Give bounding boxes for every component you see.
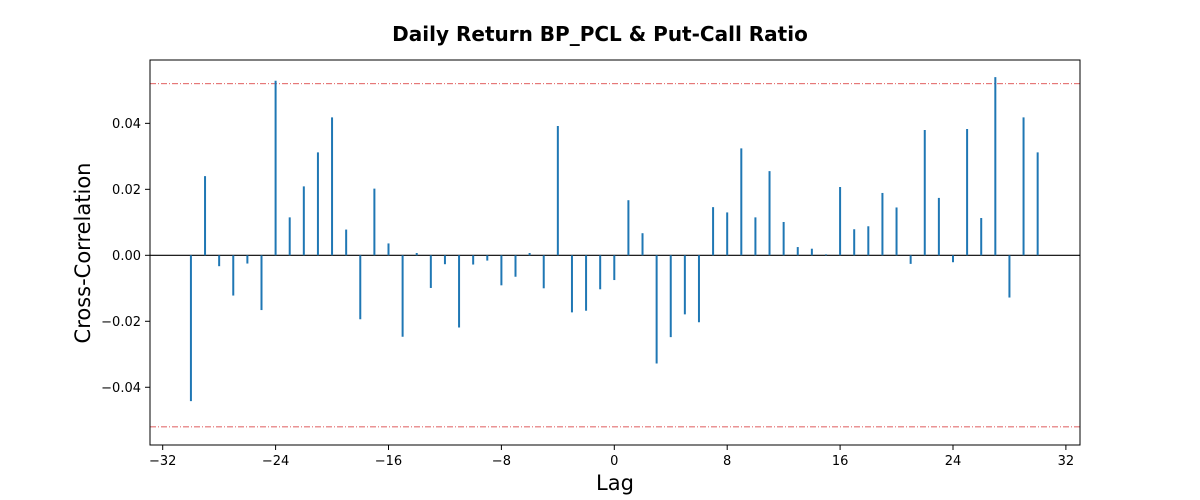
plot-frame	[149, 59, 1081, 446]
x-tick-label: 8	[723, 454, 731, 469]
y-tick-label: −0.04	[101, 381, 141, 396]
x-axis-label: Lag	[596, 471, 634, 495]
x-tick-label: −8	[492, 454, 511, 469]
chart-marks	[150, 77, 1080, 428]
x-tick-label: 16	[832, 454, 849, 469]
x-tick-label: 32	[1058, 454, 1075, 469]
x-tick-label: −24	[262, 454, 289, 469]
y-axis-label: Cross-Correlation	[71, 163, 95, 344]
y-tick-label: 0.04	[112, 117, 141, 132]
x-tick-label: −16	[375, 454, 402, 469]
y-tick-label: −0.02	[101, 315, 141, 330]
x-tick-label: 24	[945, 454, 962, 469]
chart-axes: −32 −24 −16 −8 0 8 16 24 32 −0.04 −0.02 0.00 0.02 0.0…	[101, 117, 1074, 469]
x-tick-label: −32	[149, 454, 176, 469]
chart-title: Daily Return BP_PCL & Put-Call Ratio	[392, 22, 808, 46]
y-tick-label: 0.02	[112, 183, 141, 198]
x-tick-label: 0	[610, 454, 618, 469]
y-tick-label: 0.00	[112, 249, 141, 264]
